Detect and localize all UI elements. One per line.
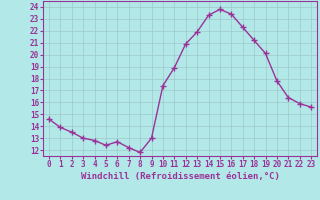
X-axis label: Windchill (Refroidissement éolien,°C): Windchill (Refroidissement éolien,°C) <box>81 172 279 181</box>
